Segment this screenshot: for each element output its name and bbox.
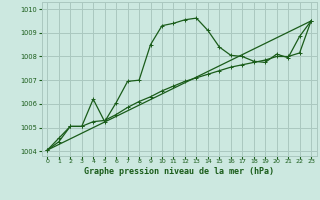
X-axis label: Graphe pression niveau de la mer (hPa): Graphe pression niveau de la mer (hPa) [84,167,274,176]
